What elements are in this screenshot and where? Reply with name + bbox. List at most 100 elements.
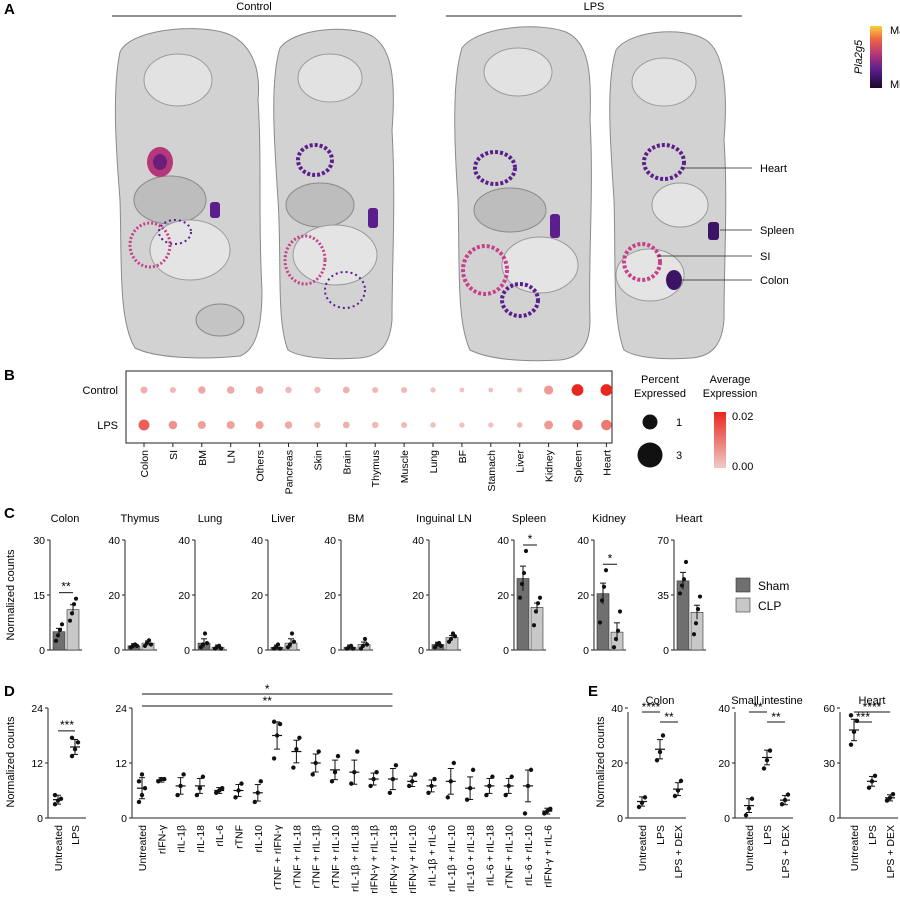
control-group-label: Control	[236, 1, 271, 13]
y-tick-label-liver-2: 40	[251, 535, 263, 547]
point-d-left-untreated-2	[58, 796, 64, 801]
point-d-right-12-rifn-ril-1-2	[374, 769, 379, 775]
dot-lps-colon	[138, 419, 150, 431]
point-clp-bm-2	[362, 636, 368, 642]
point-d-right-16-ril-1-ril-10-2	[451, 760, 456, 766]
point-clp-heart-1	[693, 621, 699, 626]
subplot-c-lung: Lung 0 20 40	[178, 513, 227, 657]
y-tick-label-bm-1: 20	[324, 590, 336, 602]
bar-clp-colon	[66, 609, 80, 651]
point-clp-kidney-2	[615, 628, 621, 633]
dot-control-lung	[430, 387, 436, 393]
dot-lps-pancreas	[284, 421, 293, 429]
point-d-right-12-rifn-ril-1-0	[368, 783, 373, 789]
point-e-heart-0-3	[848, 713, 854, 718]
subplot-c-heart: Heart 0 35 70	[657, 513, 706, 657]
x-label-d-right-8-rtnf-ril-18: rTNF + rIL-18	[291, 825, 303, 888]
point-d-right-5-rtnf-1	[236, 788, 241, 793]
y-tick-label-e-small-intestine-0: 0	[724, 813, 730, 825]
color-legend-title-2: Expression	[703, 388, 757, 400]
point-e-colon-1-2	[660, 733, 666, 738]
point-d-right-6-ril-10-1	[255, 790, 260, 795]
point-sham-heart-0	[677, 591, 683, 596]
y-tick-label-e-small-intestine-1: 20	[718, 758, 730, 770]
point-sham-colon-1	[55, 633, 61, 638]
x-label-e-small-intestine-0: Untreated	[744, 825, 756, 871]
panel-d-letter: D	[4, 683, 15, 700]
point-d-right-18-ril-6-ril-18-0	[484, 792, 489, 798]
y-tick-label-spleen-2: 40	[497, 535, 509, 547]
point-clp-thymus-3	[148, 642, 154, 647]
y-tick-label-thymus-0: 0	[114, 645, 120, 657]
y-tick-label-heart-1: 35	[657, 590, 669, 602]
point-d-right-3-ril-18-0	[194, 792, 200, 798]
color-legend-max: 0.02	[732, 411, 753, 423]
x-label-d-right-14-rifn-ril-10: rIFN-γ + rIL-10	[407, 825, 419, 894]
point-clp-bm-1	[360, 643, 366, 648]
point-sham-kidney-2	[601, 584, 607, 589]
y-tick-label-colon-2: 30	[33, 535, 45, 547]
column-label-spleen: Spleen	[573, 450, 585, 483]
point-sham-inguinal-ln-3	[438, 643, 444, 648]
point-clp-inguinal-ln-1	[448, 636, 454, 642]
dot-control-bm	[198, 386, 206, 394]
organ-label-heart: Heart	[760, 163, 787, 175]
subplot-title-lung: Lung	[198, 513, 222, 525]
dot-control-thymus	[372, 386, 379, 394]
panel-e-ylabel: Normalized counts	[595, 716, 607, 808]
panel-c-letter: C	[4, 505, 15, 522]
x-label-d-right-0-untreated: Untreated	[137, 825, 149, 871]
size-legend-title-1: Percent	[641, 374, 679, 386]
panel-a-letter: A	[4, 1, 15, 18]
point-clp-colon-1	[69, 611, 75, 616]
dot-lps-si	[168, 420, 178, 430]
point-d-right-13-rifn-ril-18-0	[387, 790, 393, 795]
point-sham-spleen-0	[517, 595, 523, 600]
y-tick-label-e-small-intestine-2: 40	[718, 703, 730, 715]
point-e-small-intestine-0-2	[749, 796, 755, 801]
point-d-right-11-ril-1-ril-18-1	[352, 769, 357, 775]
x-label-d-right-1-rifn: rIFN-γ	[156, 824, 168, 854]
dot-control-muscle	[401, 386, 408, 394]
column-label-others: Others	[255, 450, 267, 482]
point-d-right-0-untreated-2	[142, 786, 148, 791]
y-tick-label-kidney-1: 20	[577, 590, 589, 602]
point-d-right-12-rifn-ril-1-1	[371, 776, 376, 782]
x-label-e-heart-1: LPS	[867, 825, 879, 845]
point-d-left-untreated-0	[52, 802, 58, 807]
point-d-right-3-ril-18-1	[197, 786, 203, 791]
x-label-d-right-9-rtnf-ril-1: rTNF + rIL-1β	[311, 825, 323, 889]
bar-sham-heart	[676, 580, 690, 651]
dotplot-dots	[138, 384, 613, 431]
x-label-d-right-20-ril-6-ril-10: rIL-6 + rIL-10	[523, 825, 535, 886]
row-label-control: Control	[83, 385, 118, 397]
panel-e-plots: Normalized counts Colon 0 20 40 Untreated LPS L…	[595, 695, 898, 878]
y-tick-label-e-colon-1: 20	[611, 758, 623, 770]
point-sham-liver-2	[275, 642, 281, 647]
y-tick-label-lung-1: 20	[178, 590, 190, 602]
panel-d-plots: Normalized counts 0 12 24 Untreated LPS *** 0 12…	[5, 682, 560, 894]
dot-lps-lung	[430, 422, 436, 428]
point-e-colon-2-1	[675, 788, 681, 793]
subplot-c-spleen: Spleen 0 20 40 *	[497, 513, 546, 657]
panel-e: E Normalized counts Colon 0 20 40 Untreated LP…	[588, 683, 898, 878]
subplot-title-colon: Colon	[51, 513, 80, 525]
dot-control-brain	[342, 386, 350, 394]
column-label-lung: Lung	[428, 450, 440, 474]
y-tick-label-e-colon-2: 40	[611, 703, 623, 715]
dotplot-frame	[125, 370, 613, 444]
subplot-title-heart: Heart	[676, 513, 703, 525]
point-clp-kidney-0	[611, 645, 617, 650]
x-label-e-colon-2: LPS + DEX	[673, 825, 685, 878]
panel-a: A Control LPS	[4, 1, 900, 362]
column-label-brain: Brain	[341, 450, 353, 475]
point-d-right-6-ril-10-2	[258, 779, 263, 784]
x-label-d-right-3-ril-18: rIL-18	[195, 825, 207, 853]
y-tick-label-heart-2: 70	[657, 535, 669, 547]
subplot-c-thymus: Thymus 0 20 40	[108, 513, 160, 657]
point-d-right-21-rifn-ril-6-1	[545, 808, 550, 814]
point-d-right-20-ril-6-ril-10-0	[522, 811, 528, 816]
subplot-c-inguinal-ln: Inguinal LN 0 20 40	[412, 513, 472, 657]
dot-lps-liver	[516, 422, 523, 428]
point-d-right-9-rtnf-ril-1-2	[316, 749, 321, 754]
